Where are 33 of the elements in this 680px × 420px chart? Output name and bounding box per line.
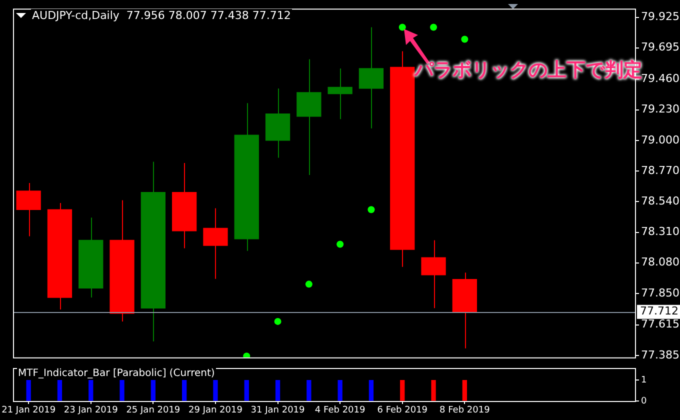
candlestick	[328, 68, 352, 120]
point	[398, 24, 406, 31]
y-tick-label: 78.080	[641, 256, 680, 269]
x-tick-label: 23 Jan 2019	[64, 406, 118, 416]
ref-line-label: 77.712	[640, 304, 678, 318]
point	[430, 24, 438, 31]
y-tick-label: 79.000	[641, 133, 680, 146]
y-tick-label: 78.540	[641, 194, 680, 208]
x-tick-label: 8 Feb 2019	[440, 406, 490, 416]
y-tick-label: 78.310	[641, 225, 680, 238]
chart-title: AUDJPY-cd,Daily 77.956 78.007 77.438 77.712	[31, 9, 292, 22]
x-tick-label: 31 Jan 2019	[250, 406, 306, 416]
chart-title: MTF_Indicator_Bar [Parabolic] (Current)	[17, 368, 216, 379]
x-tick-label: 25 Jan 2019	[126, 406, 180, 416]
point	[368, 206, 375, 214]
y-tick-label: 77.615	[641, 318, 680, 331]
point	[274, 318, 282, 325]
x-tick-label: 4 Feb 2019	[314, 406, 366, 416]
x-tick-label: 21 Jan 2019	[2, 406, 56, 416]
y-tick-label: 77.385	[641, 348, 680, 362]
point	[336, 240, 344, 248]
y-tick-label: 79.925	[641, 10, 680, 24]
y-tick-label: 0	[641, 396, 647, 406]
y-tick-label: 77.850	[641, 286, 680, 300]
y-tick-label: 79.230	[641, 102, 680, 116]
point	[305, 280, 312, 288]
y-tick-label: 79.460	[641, 72, 680, 86]
y-tick-label: 79.695	[641, 40, 680, 54]
x-tick-label: 6 Feb 2019	[377, 406, 428, 416]
y-tick-label: 78.770	[641, 164, 680, 177]
point	[461, 36, 468, 43]
x-tick-label: 29 Jan 2019	[188, 406, 243, 416]
y-tick-label: 1	[641, 375, 647, 386]
